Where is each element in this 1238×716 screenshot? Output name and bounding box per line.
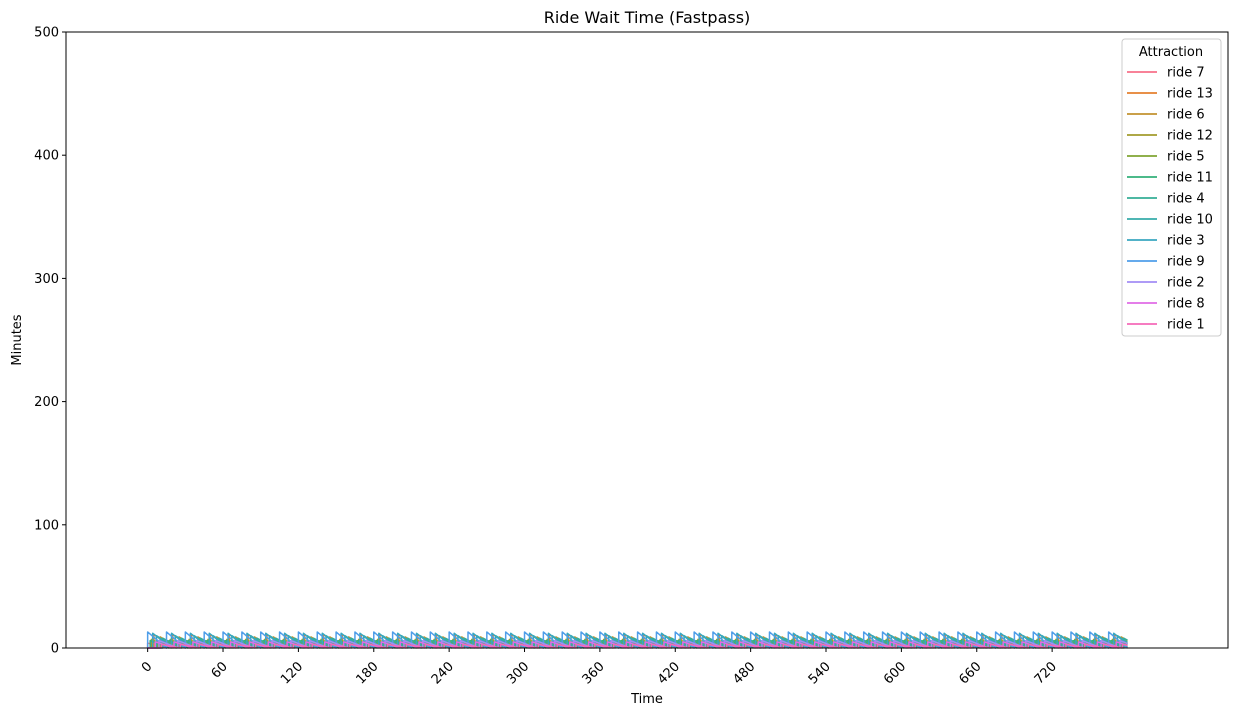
x-axis: 0 60 120 180 240 300 360 420 480 540 600 660 720 (139, 648, 1060, 687)
x-tick-label: 420 (655, 659, 683, 687)
legend-item: ride 5 (1127, 150, 1205, 165)
y-tick-label: 0 (51, 642, 59, 657)
series-line (147, 639, 1128, 649)
x-axis-label: Time (630, 692, 663, 707)
y-tick-label: 100 (34, 518, 59, 533)
legend-label: ride 8 (1167, 297, 1205, 312)
legend-label: ride 4 (1167, 192, 1205, 207)
plot-frame (65, 31, 1229, 649)
legend-label: ride 13 (1167, 87, 1213, 102)
x-tick-label: 720 (1032, 659, 1060, 687)
legend-items: ride 7 ride 13 ride 6 ride 12 ride 5 ride 11 r… (1127, 66, 1213, 333)
legend-title: Attraction (1139, 45, 1203, 60)
legend-item: ride 3 (1127, 234, 1205, 249)
x-tick-label: 660 (956, 659, 984, 687)
legend-label: ride 1 (1167, 318, 1205, 333)
legend-item: ride 12 (1127, 129, 1213, 144)
legend-label: ride 10 (1167, 213, 1213, 228)
series-line (147, 643, 1128, 649)
legend-box (1121, 38, 1222, 337)
legend-item: ride 11 (1127, 171, 1213, 186)
y-tick-label: 500 (34, 26, 59, 41)
legend-label: ride 5 (1167, 150, 1205, 165)
legend-item: ride 8 (1127, 297, 1205, 312)
y-axis: 0 100 200 300 400 500 (34, 26, 66, 657)
y-tick-label: 300 (34, 272, 59, 287)
x-tick-label: 540 (806, 659, 834, 687)
legend-item: ride 10 (1127, 213, 1213, 228)
legend-item: ride 9 (1127, 255, 1205, 270)
legend-label: ride 11 (1167, 171, 1213, 186)
legend-item: ride 7 (1127, 66, 1205, 81)
x-tick-label: 60 (209, 659, 231, 681)
chart-title: Ride Wait Time (Fastpass) (544, 8, 751, 27)
x-tick-label: 480 (730, 659, 758, 687)
x-tick-label: 300 (504, 659, 532, 687)
legend-label: ride 2 (1167, 276, 1205, 291)
legend-label: ride 7 (1167, 66, 1205, 81)
y-tick-label: 400 (34, 149, 59, 164)
x-tick-label: 360 (580, 659, 608, 687)
x-tick-label: 120 (278, 659, 306, 687)
x-tick-label: 600 (881, 659, 909, 687)
legend-label: ride 12 (1167, 129, 1213, 144)
y-tick-label: 200 (34, 395, 59, 410)
legend-item: ride 13 (1127, 87, 1213, 102)
x-tick-label: 180 (353, 659, 381, 687)
legend-label: ride 9 (1167, 255, 1205, 270)
legend-item: ride 6 (1127, 108, 1205, 123)
y-axis-label: Minutes (10, 314, 25, 365)
legend-item: ride 4 (1127, 192, 1205, 207)
plot-lines (146, 631, 1128, 649)
x-tick-label: 240 (429, 659, 457, 687)
series-line (147, 632, 1128, 649)
x-tick-label: 0 (139, 659, 155, 675)
legend-label: ride 3 (1167, 234, 1205, 249)
legend-item: ride 2 (1127, 276, 1205, 291)
legend-label: ride 6 (1167, 108, 1205, 123)
legend-item: ride 1 (1127, 318, 1205, 333)
